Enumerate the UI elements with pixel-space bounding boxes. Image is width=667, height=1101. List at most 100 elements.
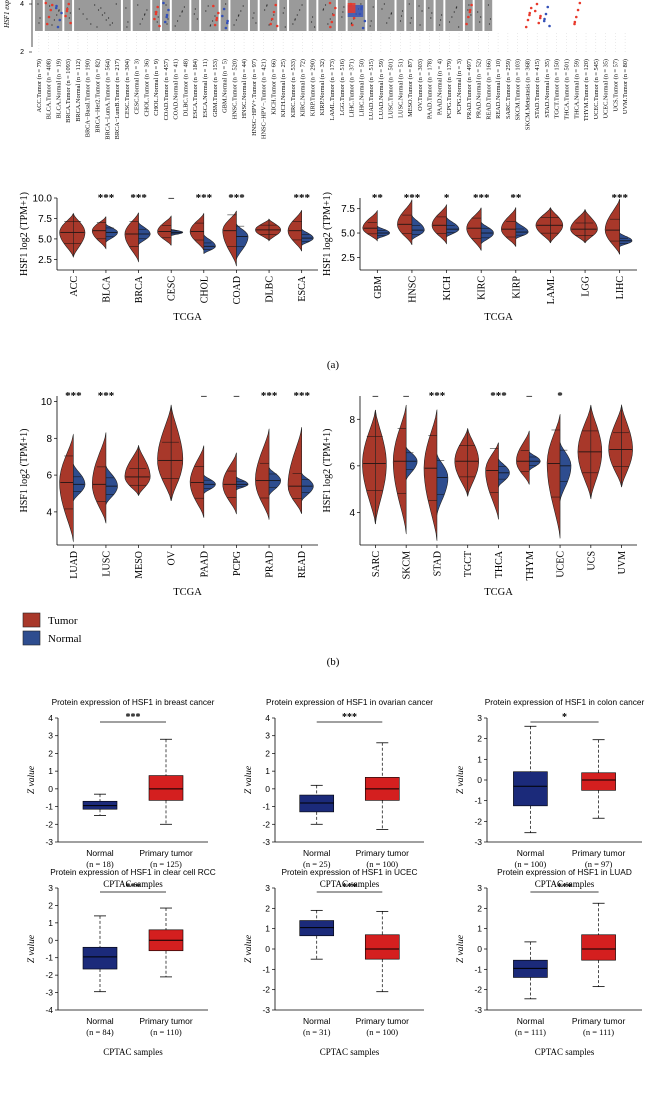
strip-dot — [458, 26, 460, 28]
strip-category-label: ESCA.Tumor (n = 184) — [192, 59, 199, 119]
strip-category-label: BRCA−Her2.Tumor (n = 82) — [95, 59, 102, 133]
violin-category-label: UCEC — [556, 551, 567, 578]
strip-box-tumor — [347, 3, 356, 13]
strip-point — [334, 6, 337, 10]
strip-point — [544, 12, 548, 16]
strip-category-label: UCEC.Tumor (n = 545) — [593, 59, 600, 119]
strip-dot — [78, 8, 80, 10]
violin-x-label: TCGA — [173, 587, 202, 598]
boxplot-y-label: Z value — [456, 766, 466, 794]
boxplot-ytick-label: -1 — [474, 964, 482, 974]
strip-category-label: BRCA.Tumor (n = 1093) — [65, 59, 72, 123]
strip-dot — [225, 3, 227, 5]
strip-category-label: READ.Normal (n = 10) — [495, 59, 502, 119]
violin-normal — [235, 476, 249, 491]
strip-dot — [49, 5, 51, 7]
strip-panel-bg — [35, 0, 43, 31]
strip-point — [524, 25, 528, 29]
boxplot-x-label: CPTAC samples — [103, 879, 163, 889]
strip-dot — [111, 22, 114, 24]
strip-ytick-label: 2 — [20, 49, 24, 56]
strip-panel-bg — [152, 0, 161, 31]
strip-dot — [468, 4, 470, 6]
violin-normal — [105, 223, 118, 243]
strip-category-label: CHOL.Normal (n = 9) — [153, 59, 160, 116]
violin-tumor — [91, 432, 107, 524]
violin-normal — [619, 232, 633, 247]
strip-dot — [329, 18, 331, 20]
violin-normal — [446, 216, 460, 238]
legend: Tumor Normal — [22, 612, 82, 646]
strip-category-label: PAAD.Tumor (n = 178) — [427, 59, 434, 119]
strip-point — [467, 15, 470, 19]
violin-significance: *** — [490, 390, 507, 402]
strip-dot — [174, 25, 176, 27]
strip-category-label: BRCA−Basal.Tumor (n = 190) — [85, 59, 92, 137]
boxplot-ytick-label: 1 — [477, 754, 482, 764]
strip-point — [468, 8, 472, 12]
boxplot-x-label: CPTAC samples — [535, 879, 595, 889]
boxplot-x-label: CPTAC samples — [103, 1047, 163, 1057]
boxplot-x-label: CPTAC samples — [320, 879, 380, 889]
strip-dot — [157, 16, 159, 18]
violin-category-label: GBM — [373, 276, 384, 299]
boxplot-ytick-label: 0 — [477, 944, 482, 954]
violin-tumor — [124, 444, 139, 497]
strip-dot — [351, 22, 353, 24]
violin-normal — [411, 214, 425, 241]
boxplot-group-n: (n = 100) — [366, 859, 398, 869]
violin-category-label: BLCA — [101, 275, 112, 302]
violin-tumor — [91, 216, 107, 250]
violin-significance: ** — [372, 192, 384, 204]
violin-category-label: STAD — [432, 551, 443, 576]
strip-category-label: KIRC.Tumor (n = 533) — [290, 59, 297, 118]
violin-normal — [105, 465, 118, 506]
boxplot-x-label: CPTAC samples — [535, 1047, 595, 1057]
boxplot-title: Protein expression of HSF1 in colon canc… — [485, 697, 645, 707]
strip-dot — [266, 4, 268, 6]
strip-panel-bg — [132, 0, 151, 31]
strip-point — [330, 20, 334, 24]
boxplot-ytick-label: 2 — [265, 748, 270, 758]
legend-tumor-label: Tumor — [48, 615, 78, 627]
strip-dot — [209, 25, 211, 27]
violin-normal — [559, 441, 572, 502]
strip-panel-bg — [289, 0, 307, 31]
boxplot-ytick-label: -4 — [45, 1005, 53, 1015]
boxplot-ytick-label: 1 — [477, 924, 482, 934]
strip-category-label: SKCM.Tumor (n = 103) — [515, 59, 522, 120]
strip-panel-bg — [259, 0, 278, 31]
boxplot-y-label: Z value — [27, 766, 37, 794]
strip-point — [226, 21, 229, 25]
strip-point — [49, 8, 53, 12]
strip-dot — [96, 26, 98, 28]
strip-dot — [467, 9, 469, 11]
boxplot-group-n: (n = 25) — [303, 859, 331, 869]
boxplot-group-label: Normal — [303, 848, 331, 858]
violin-tumor — [287, 427, 303, 514]
violin-significance: *** — [293, 390, 310, 402]
strip-dot — [86, 18, 88, 20]
strip-point — [332, 13, 335, 17]
strip-category-label: THCA.Tumor (n = 501) — [563, 59, 570, 120]
strip-dot — [193, 13, 195, 15]
boxplot-ytick-label: 2 — [477, 903, 482, 913]
strip-panel-bg — [44, 0, 63, 31]
strip-point — [60, 11, 63, 15]
strip-panel-bg — [230, 0, 248, 31]
violin-category-label: KIRP — [511, 276, 522, 299]
boxplot-ytick-label: 3 — [265, 883, 270, 893]
strip-panel-bg — [74, 0, 121, 31]
strip-dot — [440, 14, 443, 16]
strip-panel-bg — [201, 0, 219, 31]
strip-category-label: SKCM.Metastasis (n = 368) — [524, 59, 531, 130]
strip-dot — [94, 4, 96, 6]
strip-dot — [343, 6, 345, 8]
strip-dot — [253, 12, 255, 14]
strip-category-label: HNSC.Tumor (n = 520) — [231, 59, 238, 119]
strip-point — [217, 11, 220, 15]
violin-tumor — [516, 430, 530, 485]
strip-category-label: KIRC.Normal (n = 72) — [300, 59, 307, 117]
strip-point — [167, 8, 170, 12]
strip-point — [352, 16, 356, 20]
